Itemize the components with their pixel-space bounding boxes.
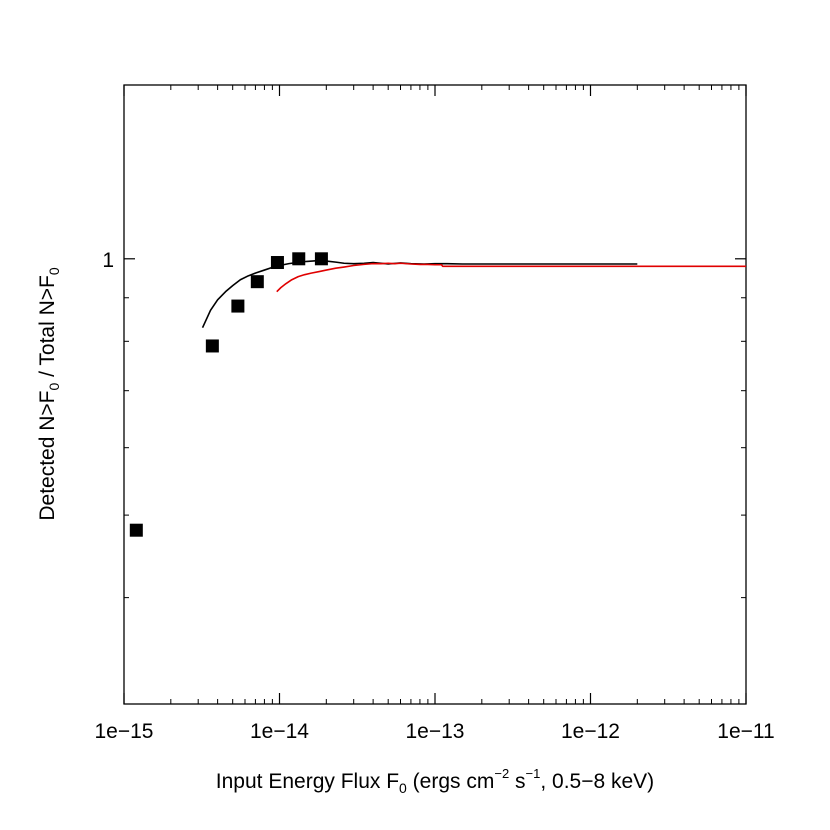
data-point-square	[205, 339, 219, 353]
x-tick-label: 1e−13	[406, 720, 465, 743]
x-tick-label: 1e−15	[95, 720, 154, 743]
x-tick-label: 1e−14	[250, 720, 309, 743]
x-tick-label: 1e−11	[717, 720, 774, 743]
plot-frame	[123, 84, 747, 705]
x-tick-label: 1e−12	[561, 720, 620, 743]
axis-ticks	[123, 85, 747, 704]
data-point-square	[250, 275, 264, 289]
data-point-square	[129, 523, 143, 537]
data-point-square	[314, 252, 328, 266]
series-layer	[129, 252, 746, 537]
data-point-square	[231, 299, 245, 313]
axis-tick-labels: 1e−15 1e−14 1e−13 1e−12 1e−11 1	[95, 249, 775, 743]
series-line-1	[201, 259, 638, 329]
y-axis-label: Detected N>F0 / Total N>F0	[36, 267, 62, 521]
y-tick-label: 1	[102, 249, 114, 272]
x-axis-label: Input Energy Flux F0 (ergs cm−2 s−1, 0.5…	[216, 766, 654, 796]
series-line-2	[276, 262, 746, 293]
